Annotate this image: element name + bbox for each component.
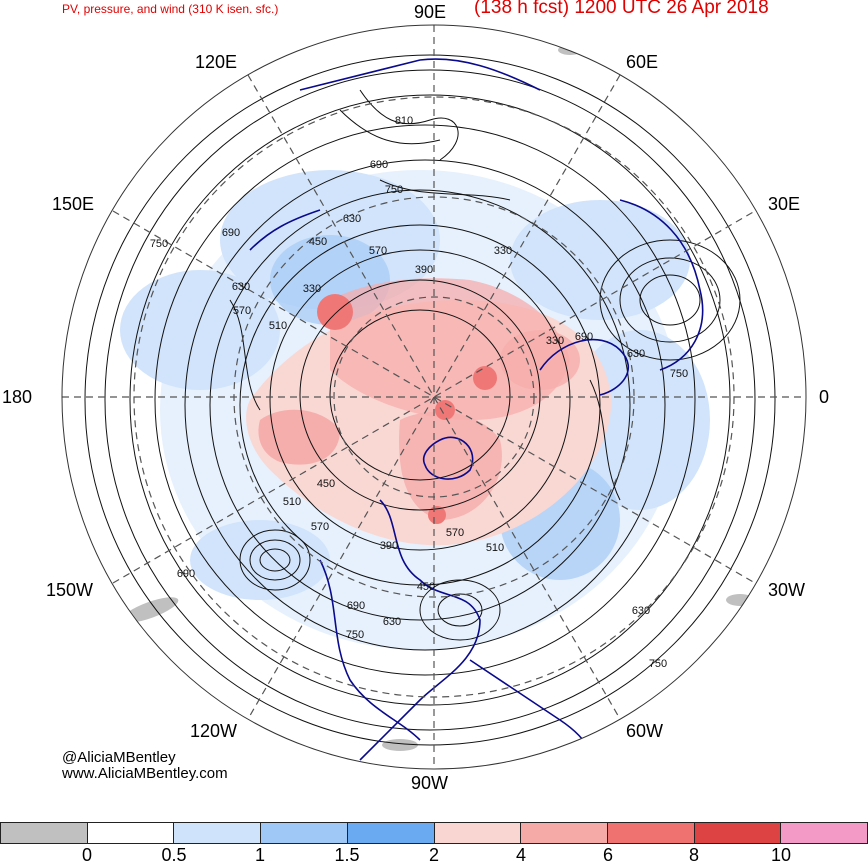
colorbar-tick-label: 0 bbox=[81, 845, 93, 865]
colorbar-tick-label: 2 bbox=[428, 845, 440, 865]
colorbar-tick-label: 1 bbox=[254, 845, 266, 865]
contour-label: 750 bbox=[670, 368, 688, 380]
lon-label-120w: 120W bbox=[190, 721, 238, 741]
colorbar-tick-label: 8 bbox=[688, 845, 700, 865]
lon-label-180: 180 bbox=[2, 387, 33, 407]
contour-label: 690 bbox=[370, 159, 388, 171]
pressure-contours bbox=[84, 54, 776, 746]
contour-label: 690 bbox=[177, 568, 195, 580]
contour-label: 450 bbox=[317, 478, 335, 490]
contour-label: 570 bbox=[446, 527, 464, 539]
colorbar-swatch bbox=[781, 823, 868, 843]
colorbar-tick-label: 10 bbox=[770, 845, 792, 865]
lon-label-150w: 150W bbox=[46, 580, 94, 600]
contour-label: 690 bbox=[347, 600, 365, 612]
credit-block: @AliciaMBentley www.AliciaMBentley.com bbox=[62, 750, 228, 782]
lon-label-150e: 150E bbox=[52, 194, 95, 214]
colorbar-swatch bbox=[434, 823, 522, 843]
contour-label: 630 bbox=[627, 348, 645, 360]
contour-label: 810 bbox=[395, 115, 413, 127]
contour-label: 510 bbox=[269, 320, 287, 332]
contour-label: 750 bbox=[649, 658, 667, 670]
lon-label-120e: 120E bbox=[195, 52, 238, 72]
contour-label: 330 bbox=[546, 335, 564, 347]
contour-label: 630 bbox=[632, 605, 650, 617]
lon-label-90e: 90E bbox=[414, 2, 447, 22]
colorbar-swatch bbox=[521, 823, 608, 843]
contour-label: 570 bbox=[233, 305, 251, 317]
contour-label: 450 bbox=[309, 236, 327, 248]
contour-label: 750 bbox=[346, 629, 364, 641]
graticule bbox=[62, 25, 806, 769]
lon-label-60w: 60W bbox=[626, 721, 664, 741]
lon-label-90w: 90W bbox=[411, 773, 449, 793]
colorbar-tick-label: 0.5 bbox=[161, 845, 187, 865]
polar-stereographic-map: 810 690 750 630 570 450 330 390 330 510 … bbox=[61, 24, 807, 770]
colorbar-tick-label: 6 bbox=[602, 845, 614, 865]
lon-label-0: 0 bbox=[819, 387, 830, 407]
lon-label-60e: 60E bbox=[626, 52, 659, 72]
colorbar-swatch bbox=[0, 823, 88, 843]
credit-url: www.AliciaMBentley.com bbox=[62, 765, 228, 782]
colorbar-tick-label: 1.5 bbox=[334, 845, 360, 865]
pv-colorbar bbox=[0, 822, 868, 844]
lon-label-30w: 30W bbox=[768, 580, 806, 600]
contour-label: 570 bbox=[369, 245, 387, 257]
contour-label: 570 bbox=[311, 521, 329, 533]
contour-label: 510 bbox=[283, 496, 301, 508]
colorbar-swatch bbox=[607, 823, 695, 843]
map-disc: 810 690 750 630 570 450 330 390 330 510 … bbox=[62, 25, 806, 769]
lon-label-30e: 30E bbox=[768, 194, 801, 214]
contour-label: 750 bbox=[385, 184, 403, 196]
colorbar-swatch bbox=[347, 823, 435, 843]
contour-label: 390 bbox=[380, 540, 398, 552]
contour-label: 690 bbox=[575, 331, 593, 343]
map-title-forecast-time: (138 h fcst) 1200 UTC 26 Apr 2018 bbox=[474, 0, 769, 18]
contour-label: 390 bbox=[415, 264, 433, 276]
coastlines bbox=[249, 58, 704, 769]
contour-label: 630 bbox=[383, 616, 401, 628]
colorbar-tick-label: 4 bbox=[515, 845, 527, 865]
colorbar-swatch bbox=[261, 823, 348, 843]
map-title-left: PV, pressure, and wind (310 K isen. sfc.… bbox=[62, 2, 279, 16]
credit-handle: @AliciaMBentley bbox=[62, 749, 176, 766]
map-boundary bbox=[61, 24, 807, 770]
contour-label: 630 bbox=[343, 213, 361, 225]
contour-label: 630 bbox=[232, 281, 250, 293]
contour-labels: 810 690 750 630 570 450 330 390 330 510 … bbox=[150, 115, 688, 670]
contour-label: 450 bbox=[417, 581, 435, 593]
contour-label: 690 bbox=[222, 227, 240, 239]
colorbar-swatch bbox=[87, 823, 175, 843]
contour-label: 330 bbox=[303, 283, 321, 295]
contour-label: 510 bbox=[486, 542, 504, 554]
contour-label: 330 bbox=[494, 245, 512, 257]
colorbar-swatch bbox=[174, 823, 262, 843]
contour-label: 750 bbox=[150, 238, 168, 250]
colorbar-swatch bbox=[694, 823, 782, 843]
